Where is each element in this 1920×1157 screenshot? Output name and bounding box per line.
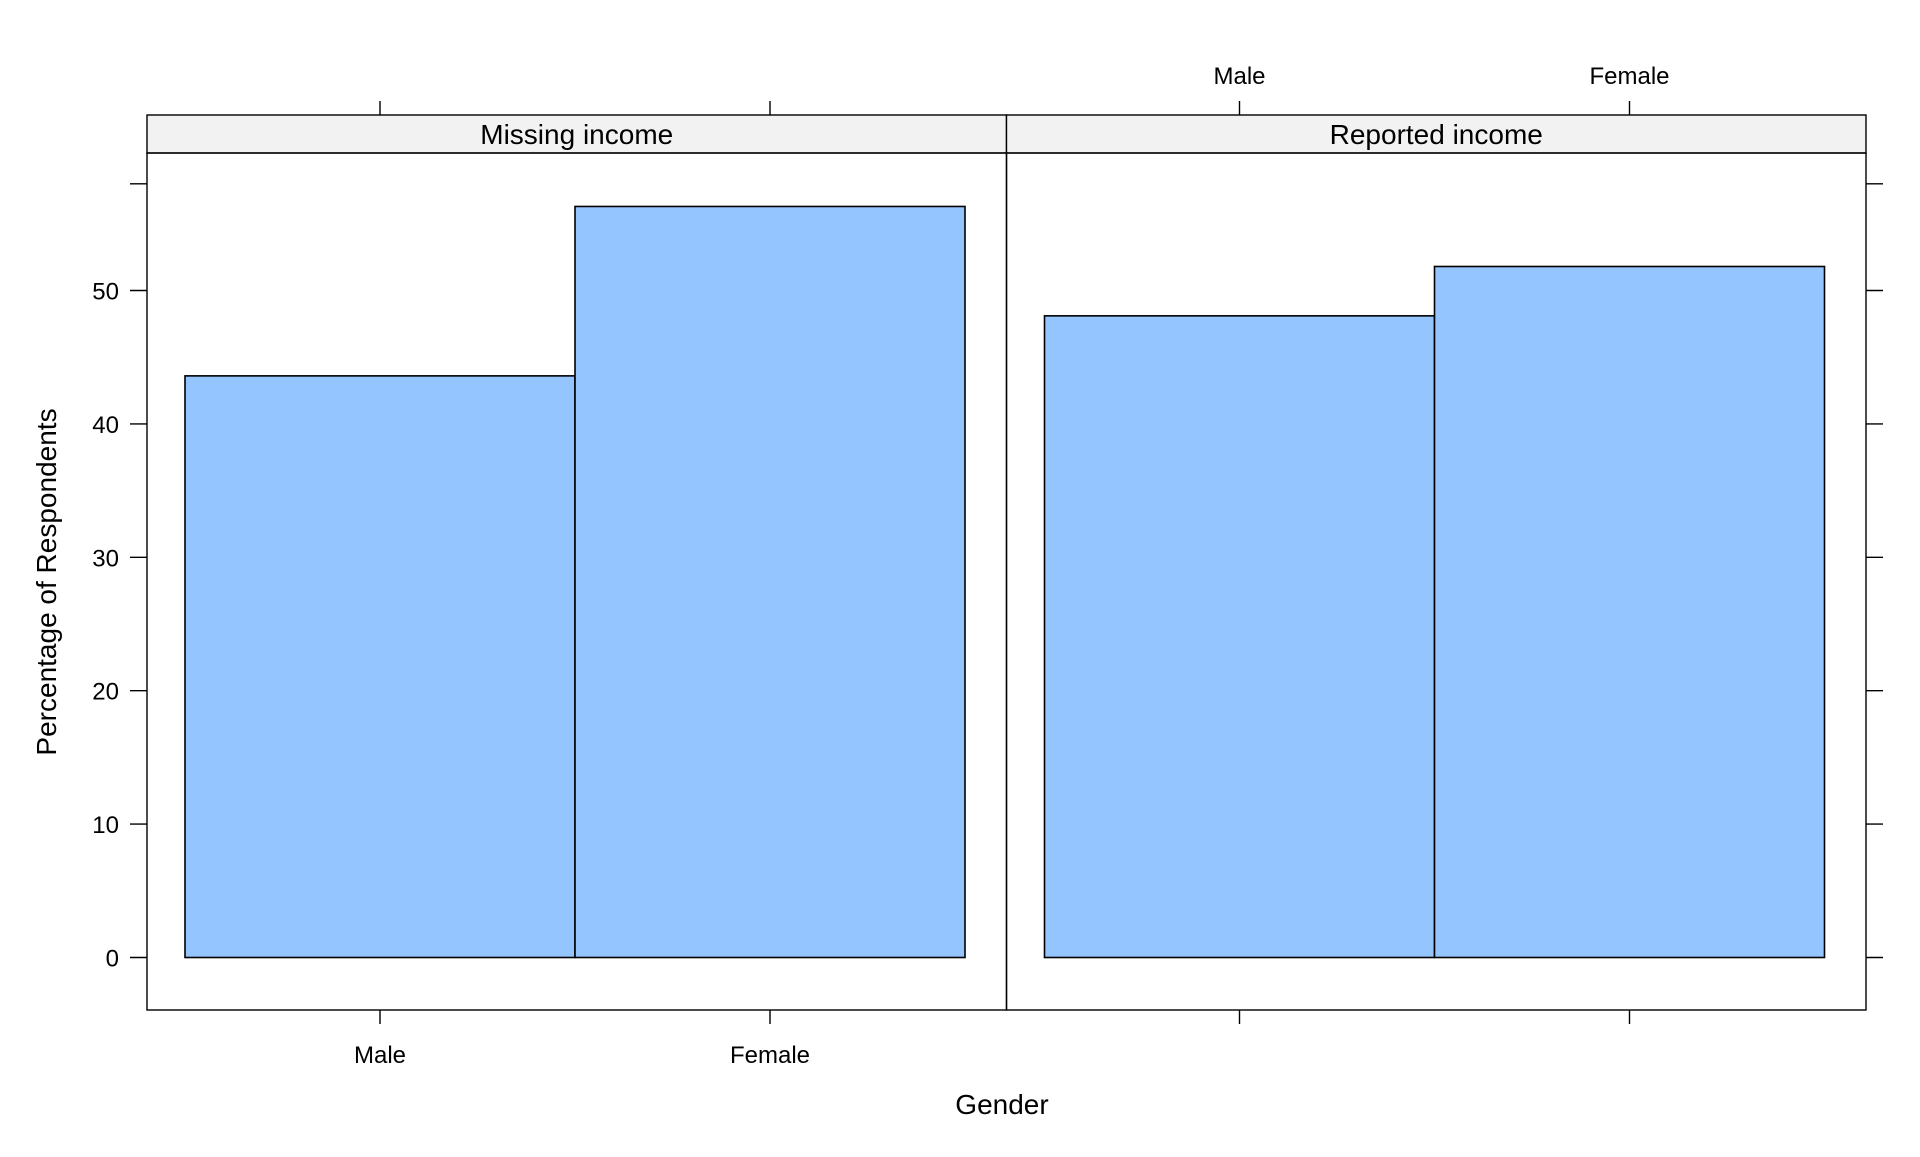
- y-tick-label-0: 0: [106, 946, 119, 973]
- strip-label-1: Reported income: [1330, 119, 1543, 150]
- bar-0-0: [184, 375, 576, 959]
- y-tick-label-30: 30: [92, 545, 119, 572]
- y-axis-label: Percentage of Respondents: [31, 408, 62, 755]
- bar-1-0: [1043, 315, 1436, 959]
- bar-1-1: [1433, 265, 1826, 959]
- x-axis-label: Gender: [955, 1089, 1048, 1120]
- strip-label-0: Missing income: [480, 119, 673, 150]
- y-tick-label-20: 20: [92, 679, 119, 706]
- panel-border-1: [1005, 152, 1867, 1011]
- x-tick-label-0-0: Male: [354, 1042, 406, 1069]
- x-tick-label-0-1: Female: [730, 1042, 810, 1069]
- panel-0: Missing income Male Female: [146, 101, 1008, 1069]
- strip-0: [146, 114, 1008, 154]
- bar-0-1: [574, 205, 966, 959]
- x-tick-label-1-1: Female: [1589, 63, 1669, 90]
- panel-1: Reported income Male Female: [1005, 63, 1867, 1024]
- y-tick-label-40: 40: [92, 412, 119, 439]
- y-tick-label-50: 50: [92, 279, 119, 306]
- y-tick-label-10: 10: [92, 812, 119, 839]
- x-tick-label-1-0: Male: [1213, 63, 1265, 90]
